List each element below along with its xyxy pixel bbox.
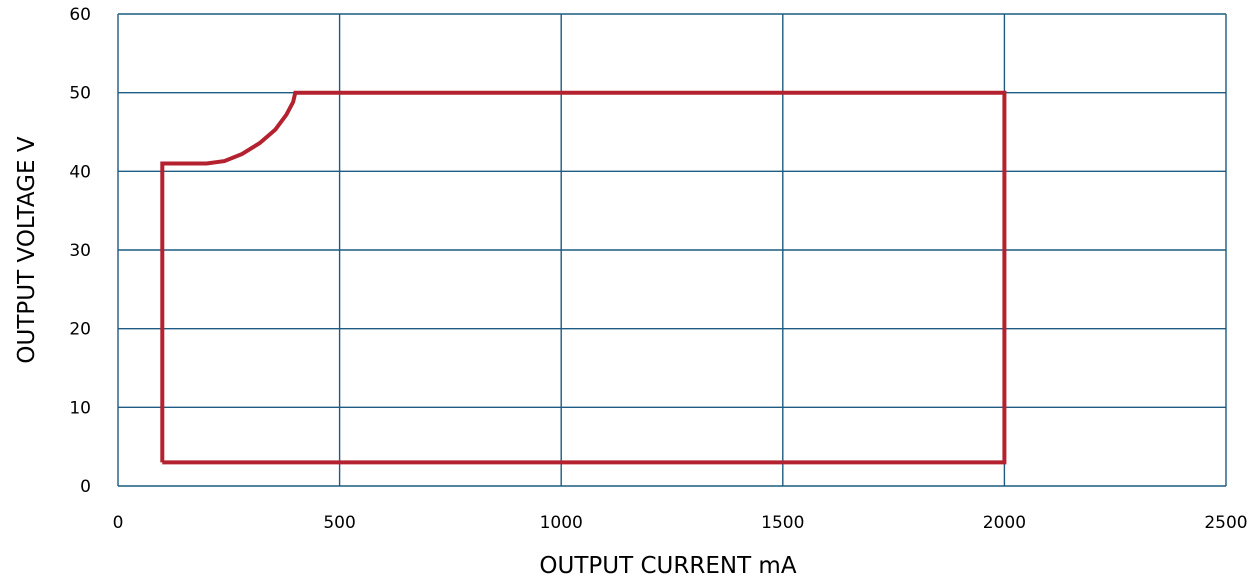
x-axis-title: OUTPUT CURRENT mA xyxy=(539,553,796,579)
y-tick-label: 50 xyxy=(69,84,91,104)
x-axis-ticks: 0 500 1000 1500 2000 2500 xyxy=(113,513,1248,533)
y-axis-ticks: 0 10 20 30 40 50 60 xyxy=(69,5,91,497)
operating-region-line xyxy=(160,90,1007,465)
y-tick-label: 60 xyxy=(69,5,91,25)
y-tick-label: 0 xyxy=(80,477,91,497)
grid xyxy=(117,13,1227,487)
x-tick-label: 1500 xyxy=(761,513,804,533)
x-tick-label: 500 xyxy=(323,513,355,533)
y-axis-title: OUTPUT VOLTAGE V xyxy=(14,136,40,363)
y-tick-label: 30 xyxy=(69,241,91,261)
x-tick-label: 0 xyxy=(113,513,124,533)
y-tick-label: 40 xyxy=(69,162,91,182)
y-tick-label: 10 xyxy=(69,398,91,418)
series-layer xyxy=(160,90,1007,465)
y-tick-label: 20 xyxy=(69,320,91,340)
x-tick-label: 2000 xyxy=(983,513,1026,533)
x-tick-label: 2500 xyxy=(1204,513,1247,533)
x-tick-label: 1000 xyxy=(540,513,583,533)
